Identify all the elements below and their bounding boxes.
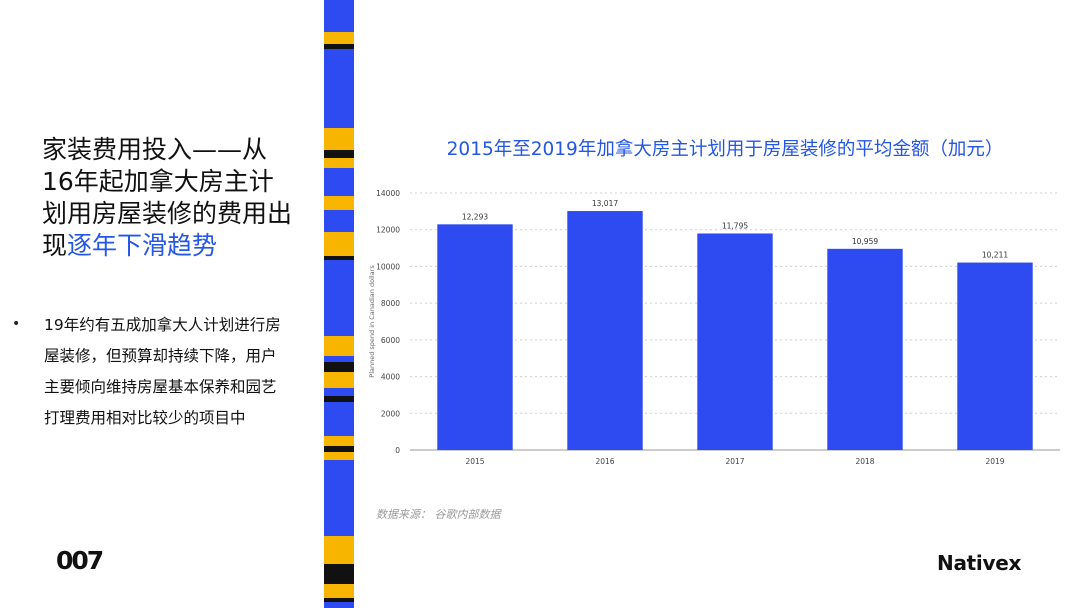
- bullet-marker: •: [12, 316, 21, 332]
- y-tick-label: 6000: [381, 336, 400, 345]
- y-axis-label: Planned spend in Canadian dollars: [368, 265, 376, 378]
- stripe-band: [324, 436, 354, 446]
- source-note: 数据来源： 谷歌内部数据: [376, 508, 501, 521]
- stripe-band: [324, 256, 354, 260]
- bar: [957, 262, 1033, 450]
- bullet-text: 19年约有五成加拿大人计划进行房屋装修，但预算却持续下降，用户主要倾向维持房屋基…: [44, 316, 281, 427]
- stripe-band: [324, 564, 354, 584]
- x-tick-label: 2015: [465, 457, 484, 466]
- bar: [567, 211, 643, 450]
- bar: [437, 224, 513, 450]
- stripe-band: [324, 150, 354, 158]
- brand-logo: Nativex: [937, 551, 1022, 575]
- slide-heading: 家装费用投入——从16年起加拿大房主计划用房屋装修的费用出现逐年下滑趋势: [42, 134, 292, 262]
- heading-text: 家装费用投入——从16年起加拿大房主计划用房屋装修的费用出现: [42, 135, 293, 260]
- y-tick-label: 2000: [381, 409, 400, 418]
- y-tick-label: 10000: [376, 262, 400, 271]
- chart-title: 2015年至2019年加拿大房主计划用于房屋装修的平均金额（加元）: [446, 139, 1004, 160]
- stripe-band: [324, 232, 354, 256]
- stripe-band: [324, 32, 354, 44]
- heading-highlight: 逐年下滑趋势: [67, 231, 218, 260]
- bar-value-label: 11,795: [722, 221, 748, 230]
- stripe-band: [324, 128, 354, 150]
- stripe-band: [324, 452, 354, 460]
- stripe-band: [324, 44, 354, 49]
- stripe-band: [324, 598, 354, 602]
- bar-value-label: 10,959: [852, 237, 878, 246]
- logo-007: 007: [56, 546, 104, 575]
- bar: [697, 233, 773, 450]
- stripe-band: [324, 396, 354, 402]
- stripe-band: [324, 536, 354, 564]
- x-tick-label: 2016: [595, 457, 614, 466]
- decorative-stripe: [324, 0, 354, 608]
- stripe-band: [324, 584, 354, 598]
- stripe-band: [324, 196, 354, 210]
- stripe-band: [324, 446, 354, 452]
- x-tick-label: 2017: [725, 457, 744, 466]
- y-tick-label: 0: [395, 446, 400, 455]
- y-tick-label: 4000: [381, 373, 400, 382]
- x-tick-label: 2019: [985, 457, 1004, 466]
- stripe-band: [324, 158, 354, 168]
- bar-chart: 0 2000 4000 6000 8000 10000 12000 14000 Planned …: [368, 189, 1060, 466]
- y-tick-label: 8000: [381, 299, 400, 308]
- bar-value-label: 13,017: [592, 199, 618, 208]
- stripe-band: [324, 336, 354, 356]
- stripe-band: [324, 362, 354, 372]
- y-tick-label: 14000: [376, 189, 400, 198]
- bar: [827, 248, 903, 450]
- x-tick-label: 2018: [855, 457, 874, 466]
- y-tick-label: 12000: [376, 226, 400, 235]
- bar-value-label: 10,211: [982, 251, 1008, 260]
- stripe-band: [324, 372, 354, 388]
- bar-value-label: 12,293: [462, 212, 488, 221]
